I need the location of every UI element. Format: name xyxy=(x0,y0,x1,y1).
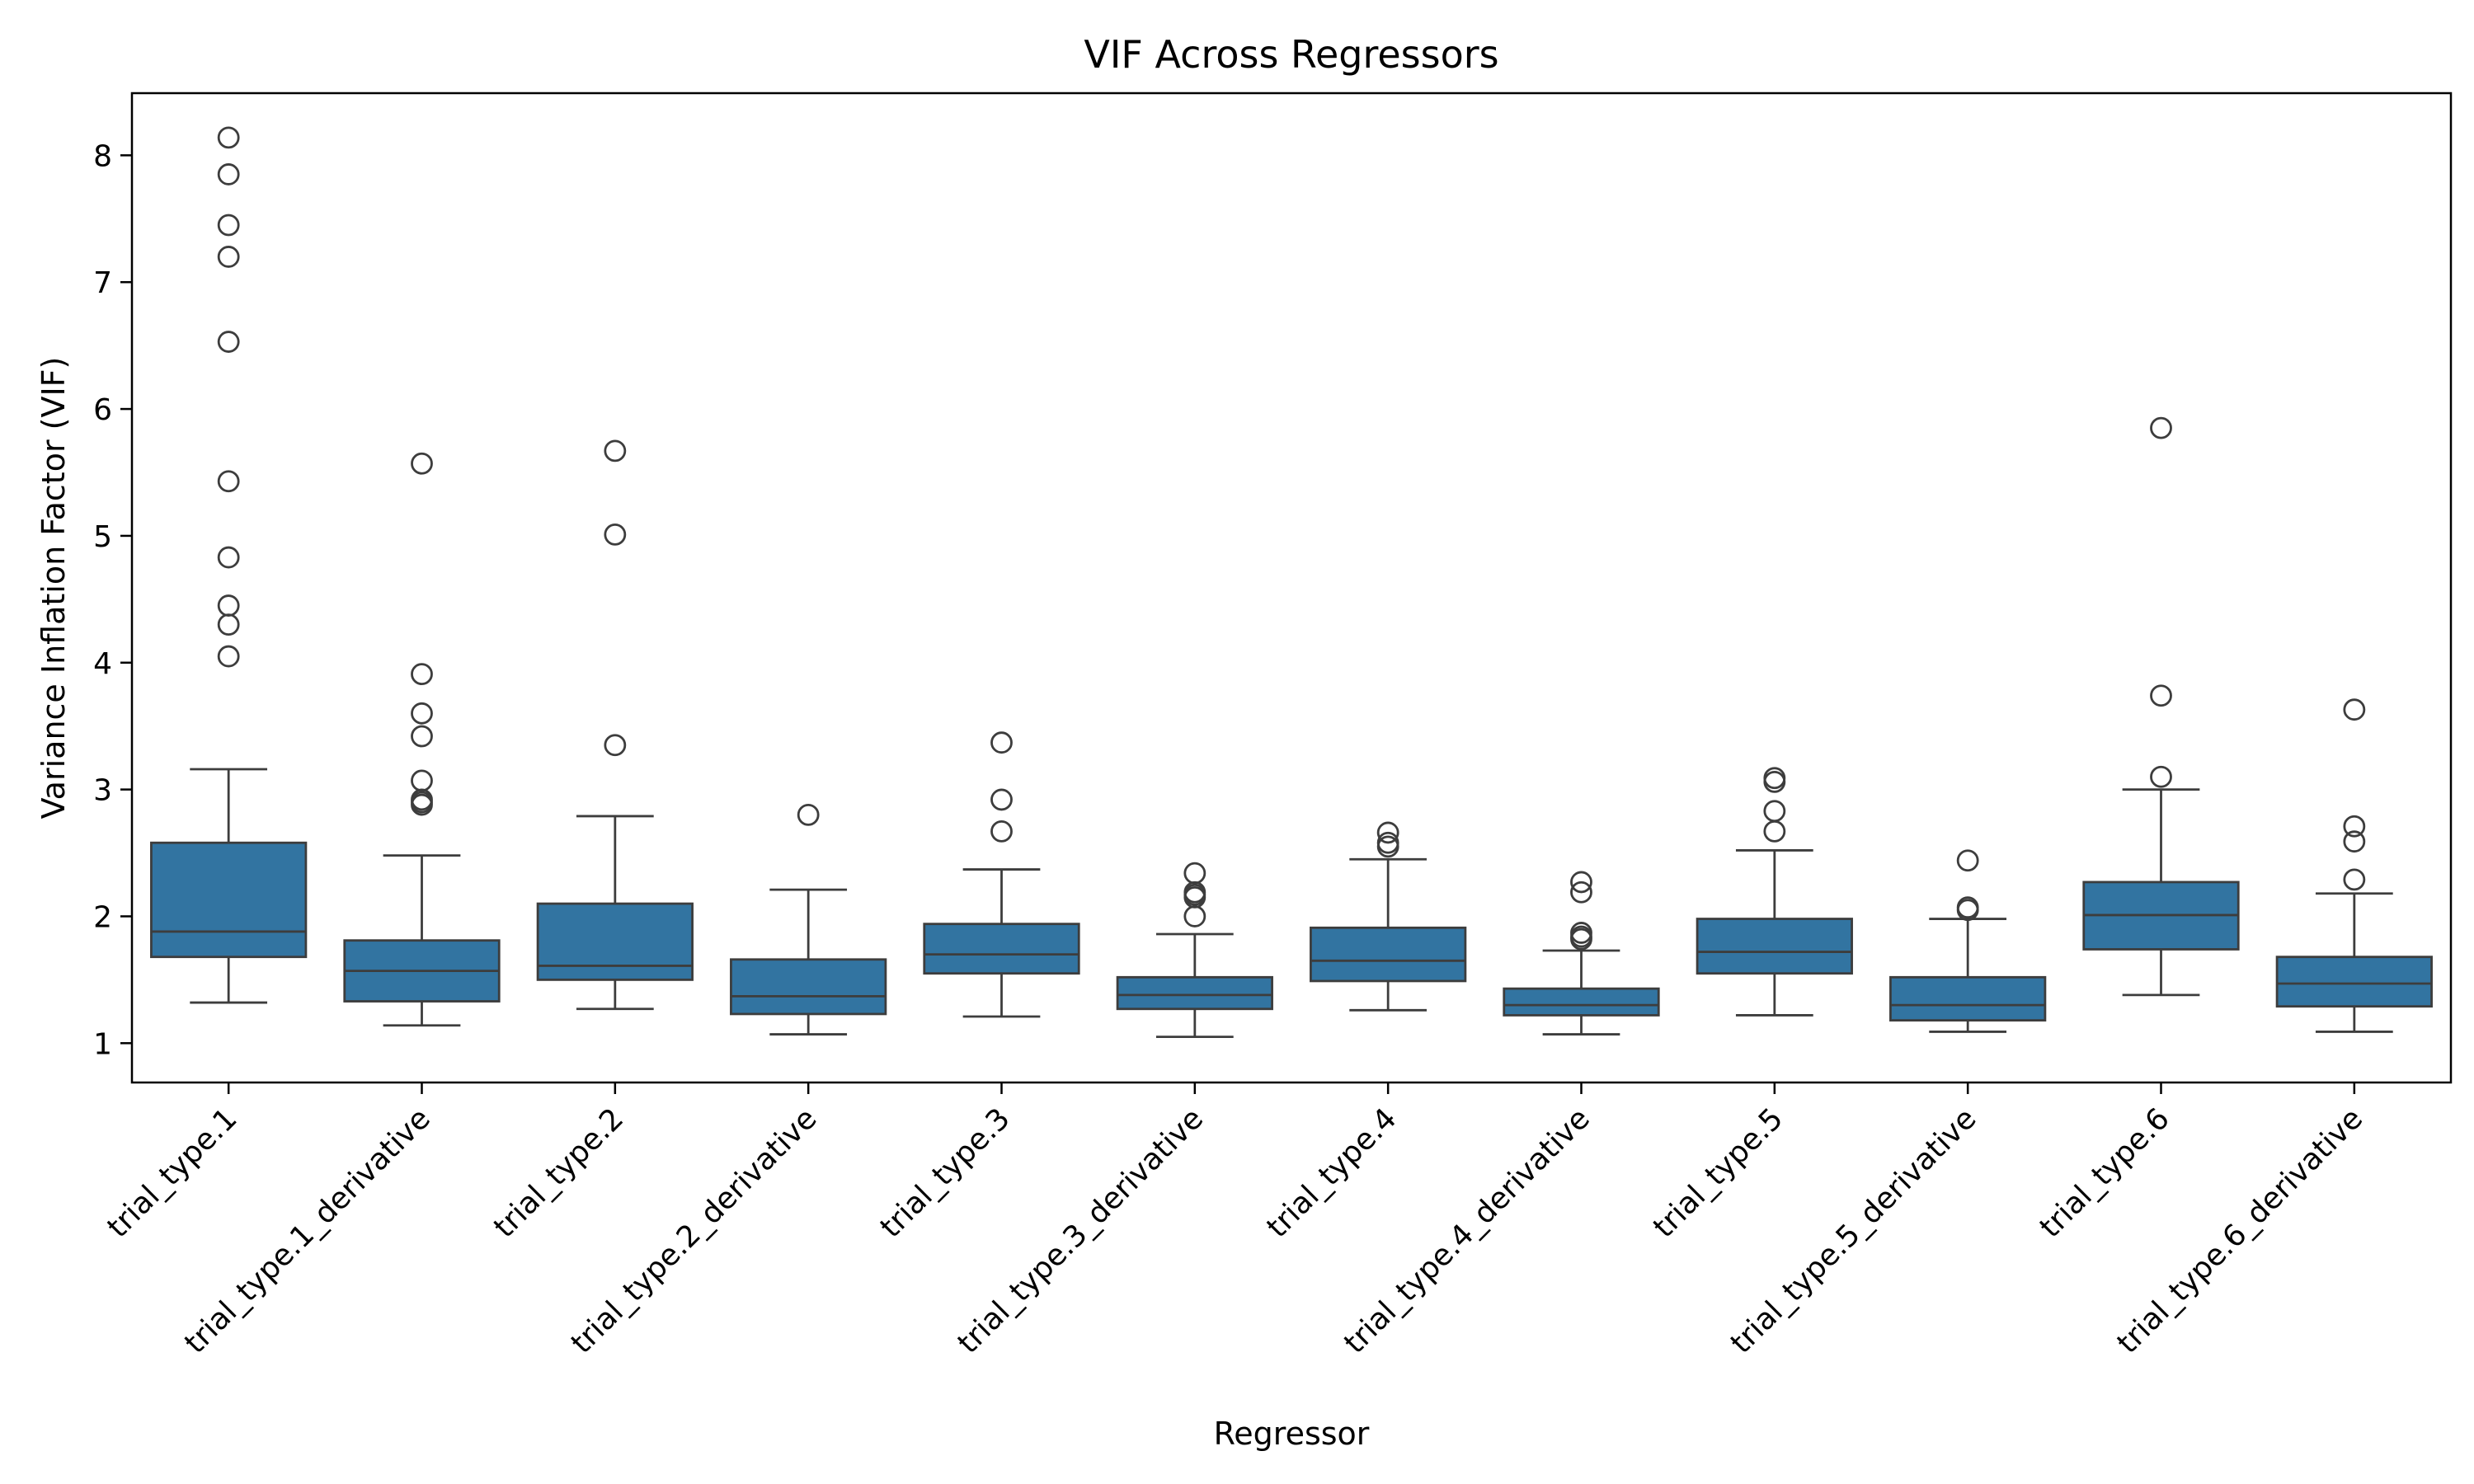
y-tick-label: 3 xyxy=(93,774,112,808)
box-iqr xyxy=(1696,918,1853,975)
box-group xyxy=(730,803,887,1036)
outlier-point xyxy=(1956,849,1979,872)
box-group xyxy=(2275,698,2433,1033)
outlier-point xyxy=(217,645,240,668)
outlier-point xyxy=(1956,896,1979,919)
y-tick-label: 5 xyxy=(93,520,112,554)
box-group xyxy=(2082,416,2240,997)
x-axis-title: Regressor xyxy=(1214,1416,1370,1452)
outlier-point xyxy=(2343,815,2366,838)
y-tick-label: 2 xyxy=(93,900,112,934)
y-tick-label: 6 xyxy=(93,393,112,427)
box-group xyxy=(150,126,308,1004)
y-tick-label: 4 xyxy=(93,647,112,681)
box-group xyxy=(1116,862,1273,1039)
outlier-point xyxy=(217,214,240,237)
box-iqr xyxy=(923,923,1080,975)
outlier-point xyxy=(990,788,1013,811)
box-iqr xyxy=(730,958,887,1016)
outlier-point xyxy=(2150,765,2172,788)
box-iqr xyxy=(1116,975,1273,1011)
outlier-point xyxy=(411,769,433,792)
outlier-point xyxy=(2343,830,2366,853)
box-group xyxy=(343,452,501,1027)
box-iqr xyxy=(150,841,308,959)
outlier-point xyxy=(604,734,627,757)
outlier-point xyxy=(217,126,240,149)
box-iqr xyxy=(2275,956,2433,1008)
outlier-point xyxy=(2343,698,2366,721)
outlier-point xyxy=(2150,416,2172,439)
outlier-point xyxy=(217,546,240,569)
boxes-layer xyxy=(150,126,2433,1039)
outlier-point xyxy=(1376,831,1399,854)
box-group xyxy=(1696,767,1853,1017)
outlier-point xyxy=(2343,868,2366,891)
outlier-point xyxy=(217,163,240,186)
outlier-point xyxy=(2150,684,2172,707)
outlier-point xyxy=(1570,881,1592,904)
outlier-point xyxy=(1570,871,1592,894)
box-iqr xyxy=(1310,926,1467,983)
box-group xyxy=(1503,871,1660,1036)
box-group xyxy=(923,731,1080,1018)
y-tick-label: 8 xyxy=(93,139,112,173)
outlier-point xyxy=(411,702,433,725)
outlier-point xyxy=(217,470,240,493)
outlier-point xyxy=(1183,862,1206,885)
outlier-point xyxy=(217,246,240,268)
outlier-point xyxy=(217,594,240,617)
outlier-point xyxy=(797,803,820,826)
box-iqr xyxy=(536,902,694,981)
box-group xyxy=(536,439,694,1011)
outlier-point xyxy=(604,523,627,546)
box-group xyxy=(1889,849,2047,1033)
outlier-point xyxy=(1763,800,1786,823)
outlier-point xyxy=(604,439,627,463)
outlier-point xyxy=(1376,821,1399,844)
outlier-point xyxy=(411,452,433,475)
outlier-point xyxy=(990,731,1013,754)
y-axis-title: Variance Inflation Factor (VIF) xyxy=(35,357,72,819)
outlier-point xyxy=(217,331,240,353)
outlier-point xyxy=(990,819,1013,843)
chart-title: VIF Across Regressors xyxy=(1084,32,1498,77)
outlier-point xyxy=(411,663,433,686)
outlier-point xyxy=(1570,922,1592,944)
plot-frame xyxy=(130,92,2453,1084)
y-tick-label: 7 xyxy=(93,266,112,300)
box-iqr xyxy=(1503,987,1660,1017)
outlier-point xyxy=(1763,767,1786,790)
box-iqr xyxy=(1889,975,2047,1022)
y-tick-label: 1 xyxy=(93,1027,112,1061)
box-group xyxy=(1310,821,1467,1012)
outlier-point xyxy=(411,725,433,748)
y-axis: 1 2 3 4 5 6 7 8 xyxy=(93,139,132,1061)
